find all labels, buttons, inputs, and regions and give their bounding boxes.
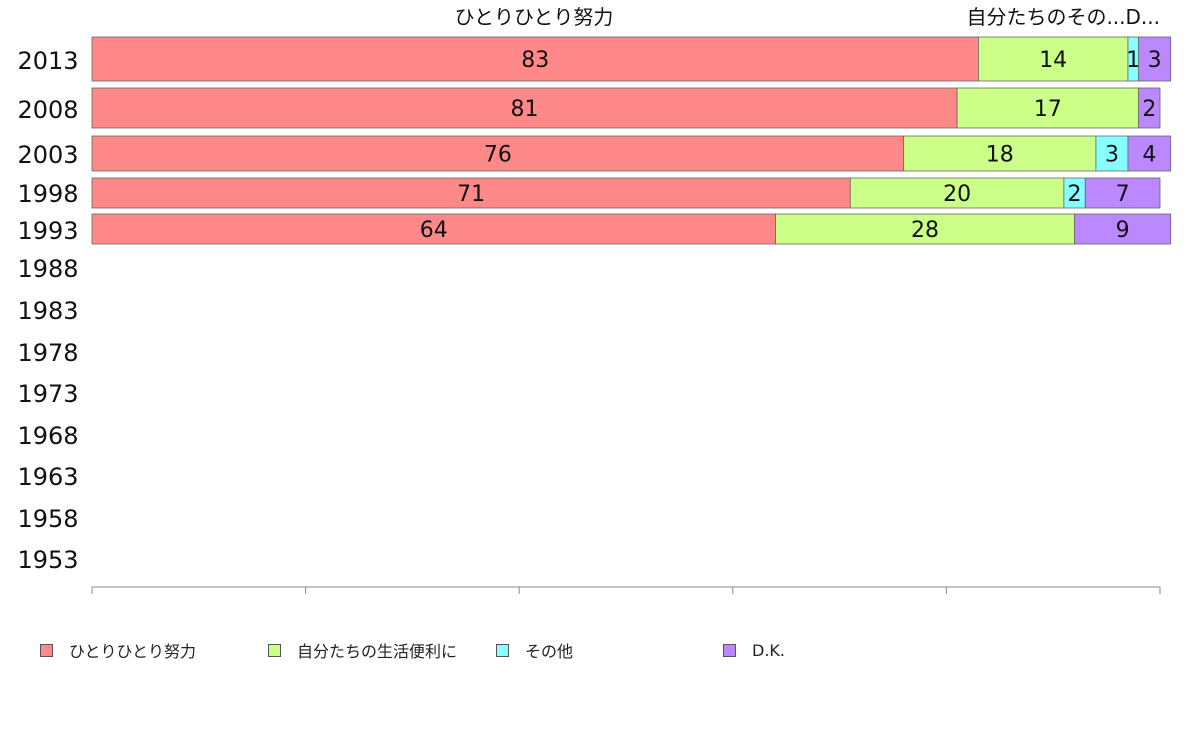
legend-item: D.K. [723, 638, 785, 662]
category-label: 1978 [17, 339, 78, 367]
bar-segment [1138, 87, 1161, 129]
legend-label: その他 [525, 642, 574, 661]
legend-swatch-icon [723, 643, 736, 657]
category-label: 1963 [17, 463, 78, 491]
category-label: 1993 [17, 217, 78, 245]
data-label: 64 [420, 218, 448, 243]
bar-segment [91, 135, 905, 172]
category-label: 1973 [17, 380, 78, 408]
bar-segment [1074, 213, 1172, 245]
data-label: 4 [1142, 143, 1156, 168]
data-label: 14 [1039, 48, 1067, 73]
data-label: 17 [1034, 97, 1062, 122]
top-label-first-series: ひとりひとり努力 [455, 5, 614, 29]
data-label: 83 [521, 48, 549, 73]
stacked-bar-chart: 2013200820031998199319881983197819731968… [17, 5, 1172, 594]
category-label: 1988 [17, 255, 78, 283]
data-label: 7 [1116, 182, 1130, 207]
legend-swatch-icon [496, 643, 509, 657]
data-label: 1 [1126, 48, 1140, 73]
data-label: 76 [484, 143, 512, 168]
legend-label: 自分たちの生活便利に [297, 642, 458, 661]
bar-segment [91, 36, 979, 82]
bar-segment [1138, 36, 1172, 82]
data-label: 81 [511, 97, 539, 122]
category-label: 1983 [17, 297, 78, 325]
data-label: 9 [1116, 218, 1130, 243]
data-label: 20 [943, 182, 971, 207]
bar-segment [978, 36, 1129, 82]
bar-segment [956, 87, 1140, 129]
data-label: 3 [1148, 48, 1162, 73]
data-label: 28 [911, 218, 939, 243]
data-label: 2 [1068, 182, 1082, 207]
data-label: 3 [1105, 143, 1119, 168]
bar-segment [1095, 135, 1129, 172]
category-label: 1998 [17, 180, 78, 208]
category-label: 1968 [17, 422, 78, 450]
category-label: 1953 [17, 546, 78, 574]
legend: ひとりひとり努力 自分たちの生活便利に その他 D.K. [0, 638, 1188, 662]
legend-swatch-icon [268, 643, 281, 657]
data-label: 71 [457, 182, 485, 207]
bar-segment [1127, 135, 1172, 172]
legend-label: ひとりひとり努力 [69, 642, 197, 661]
bar-segment [775, 213, 1075, 245]
category-label: 2003 [17, 141, 78, 169]
bar-segment [91, 213, 776, 245]
legend-swatch-icon [40, 643, 53, 657]
legend-label: D.K. [752, 640, 785, 660]
legend-item: その他 [496, 638, 573, 662]
legend-item: 自分たちの生活便利に [268, 638, 457, 662]
bar-segment [849, 177, 1065, 209]
bar-segment [1084, 177, 1161, 209]
category-label: 1958 [17, 505, 78, 533]
category-label: 2008 [17, 96, 78, 124]
legend-item: ひとりひとり努力 [40, 638, 196, 662]
data-label: 2 [1142, 97, 1156, 122]
top-label-remaining-series: 自分たちのその...D... [966, 5, 1160, 29]
bar-segment [903, 135, 1097, 172]
data-label: 18 [986, 143, 1014, 168]
bar-segment [91, 177, 851, 209]
category-label: 2013 [17, 47, 78, 75]
